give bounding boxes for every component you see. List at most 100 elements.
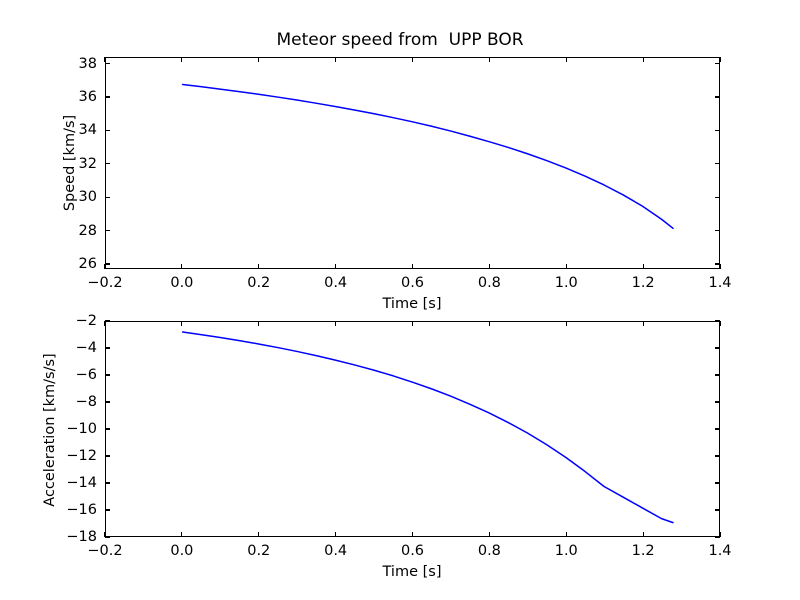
x-tick-mark <box>181 532 183 537</box>
y-tick-label: −14 <box>66 475 97 491</box>
x-tick-mark <box>104 57 106 62</box>
y-tick-mark <box>105 455 110 457</box>
y-tick-mark <box>105 401 110 403</box>
y-tick-label: 30 <box>78 189 97 206</box>
x-tick-label: 0.8 <box>477 543 501 559</box>
x-tick-mark <box>335 57 337 62</box>
x-tick-mark <box>258 264 260 269</box>
x-tick-mark <box>719 264 721 269</box>
y-tick-mark <box>105 347 110 349</box>
y-tick-mark <box>715 230 720 232</box>
y-tick-label: −16 <box>66 502 97 518</box>
x-tick-label: 1.2 <box>631 543 655 559</box>
x-tick-label: 1.4 <box>708 543 732 559</box>
x-tick-mark <box>181 321 183 326</box>
x-tick-label: 0.0 <box>170 543 194 559</box>
y-tick-label: −18 <box>66 529 97 545</box>
y-tick-mark <box>105 320 110 322</box>
x-tick-mark <box>642 321 644 326</box>
y-tick-mark <box>715 63 720 65</box>
x-tick-label: 1.0 <box>554 543 578 559</box>
y-tick-label: −8 <box>75 394 97 410</box>
x-tick-mark <box>642 264 644 269</box>
x-tick-mark <box>411 57 414 62</box>
x-tick-mark <box>104 532 106 537</box>
acceleration-y-axis-label: Acceleration [km/s/s] <box>42 353 58 507</box>
y-tick-mark <box>715 263 720 265</box>
x-tick-label: 0.4 <box>324 275 348 291</box>
y-tick-mark <box>715 320 720 322</box>
y-tick-mark <box>105 536 110 538</box>
y-tick-label: 34 <box>78 122 97 139</box>
x-tick-mark <box>642 532 644 537</box>
x-tick-label: −0.2 <box>87 543 123 559</box>
y-tick-label: 28 <box>78 222 97 239</box>
x-tick-mark <box>104 264 106 269</box>
y-tick-label: −2 <box>75 313 97 329</box>
x-tick-mark <box>565 532 567 537</box>
y-tick-label: 36 <box>78 89 97 106</box>
speed-line-chart <box>106 58 719 268</box>
y-tick-mark <box>715 455 720 457</box>
x-tick-mark <box>565 57 567 62</box>
x-tick-mark <box>104 321 106 326</box>
acceleration-plot-axes <box>105 321 720 537</box>
x-tick-label: 0.6 <box>400 275 425 291</box>
y-tick-mark <box>715 129 720 132</box>
x-tick-label: 1.0 <box>554 275 578 291</box>
y-tick-label: −4 <box>75 340 97 356</box>
speed-x-axis-label: Time [s] <box>382 296 442 312</box>
x-tick-mark <box>488 532 490 537</box>
x-tick-mark <box>258 321 260 326</box>
x-tick-label: 0.4 <box>324 543 348 559</box>
x-tick-label: 0.8 <box>477 275 501 291</box>
y-tick-mark <box>105 163 110 165</box>
y-tick-mark <box>715 163 720 165</box>
y-tick-mark <box>715 196 720 198</box>
x-tick-label: 1.2 <box>631 275 655 291</box>
x-tick-label: 0.6 <box>400 543 425 559</box>
y-tick-mark <box>105 428 110 430</box>
y-tick-mark <box>105 196 110 198</box>
y-tick-mark <box>105 509 110 511</box>
x-tick-label: 0.2 <box>247 275 271 291</box>
y-tick-mark <box>105 129 110 132</box>
x-tick-mark <box>719 532 721 537</box>
y-tick-mark <box>715 482 720 484</box>
x-tick-mark <box>411 532 414 537</box>
y-tick-mark <box>715 509 720 511</box>
y-tick-mark <box>105 230 110 232</box>
x-tick-mark <box>181 57 183 62</box>
y-tick-mark <box>105 63 110 65</box>
y-tick-mark <box>715 96 720 98</box>
y-tick-mark <box>715 347 720 349</box>
x-tick-mark <box>565 321 567 326</box>
speed-plot-axes <box>105 57 720 269</box>
y-tick-mark <box>715 536 720 538</box>
x-tick-label: −0.2 <box>87 275 123 291</box>
x-tick-label: 0.2 <box>247 543 271 559</box>
speed-y-axis-label: Speed [km/s] <box>62 114 78 212</box>
x-tick-mark <box>719 321 721 326</box>
x-tick-mark <box>258 532 260 537</box>
y-tick-mark <box>105 482 110 484</box>
y-tick-label: 38 <box>78 55 97 72</box>
x-tick-mark <box>411 321 414 326</box>
x-tick-mark <box>719 57 721 62</box>
x-tick-mark <box>642 57 644 62</box>
y-tick-label: 32 <box>78 155 97 172</box>
x-tick-mark <box>488 57 490 62</box>
x-tick-label: 0.0 <box>170 275 194 291</box>
y-tick-mark <box>105 263 110 265</box>
x-tick-mark <box>488 321 490 326</box>
y-tick-mark <box>105 96 110 98</box>
x-tick-mark <box>181 264 183 269</box>
y-tick-label: −10 <box>66 421 97 437</box>
y-tick-label: −6 <box>75 367 97 383</box>
y-tick-mark <box>715 428 720 430</box>
x-tick-mark <box>258 57 260 62</box>
data-line-speed <box>183 84 673 228</box>
x-tick-mark <box>335 264 337 269</box>
y-tick-label: 26 <box>78 255 97 272</box>
